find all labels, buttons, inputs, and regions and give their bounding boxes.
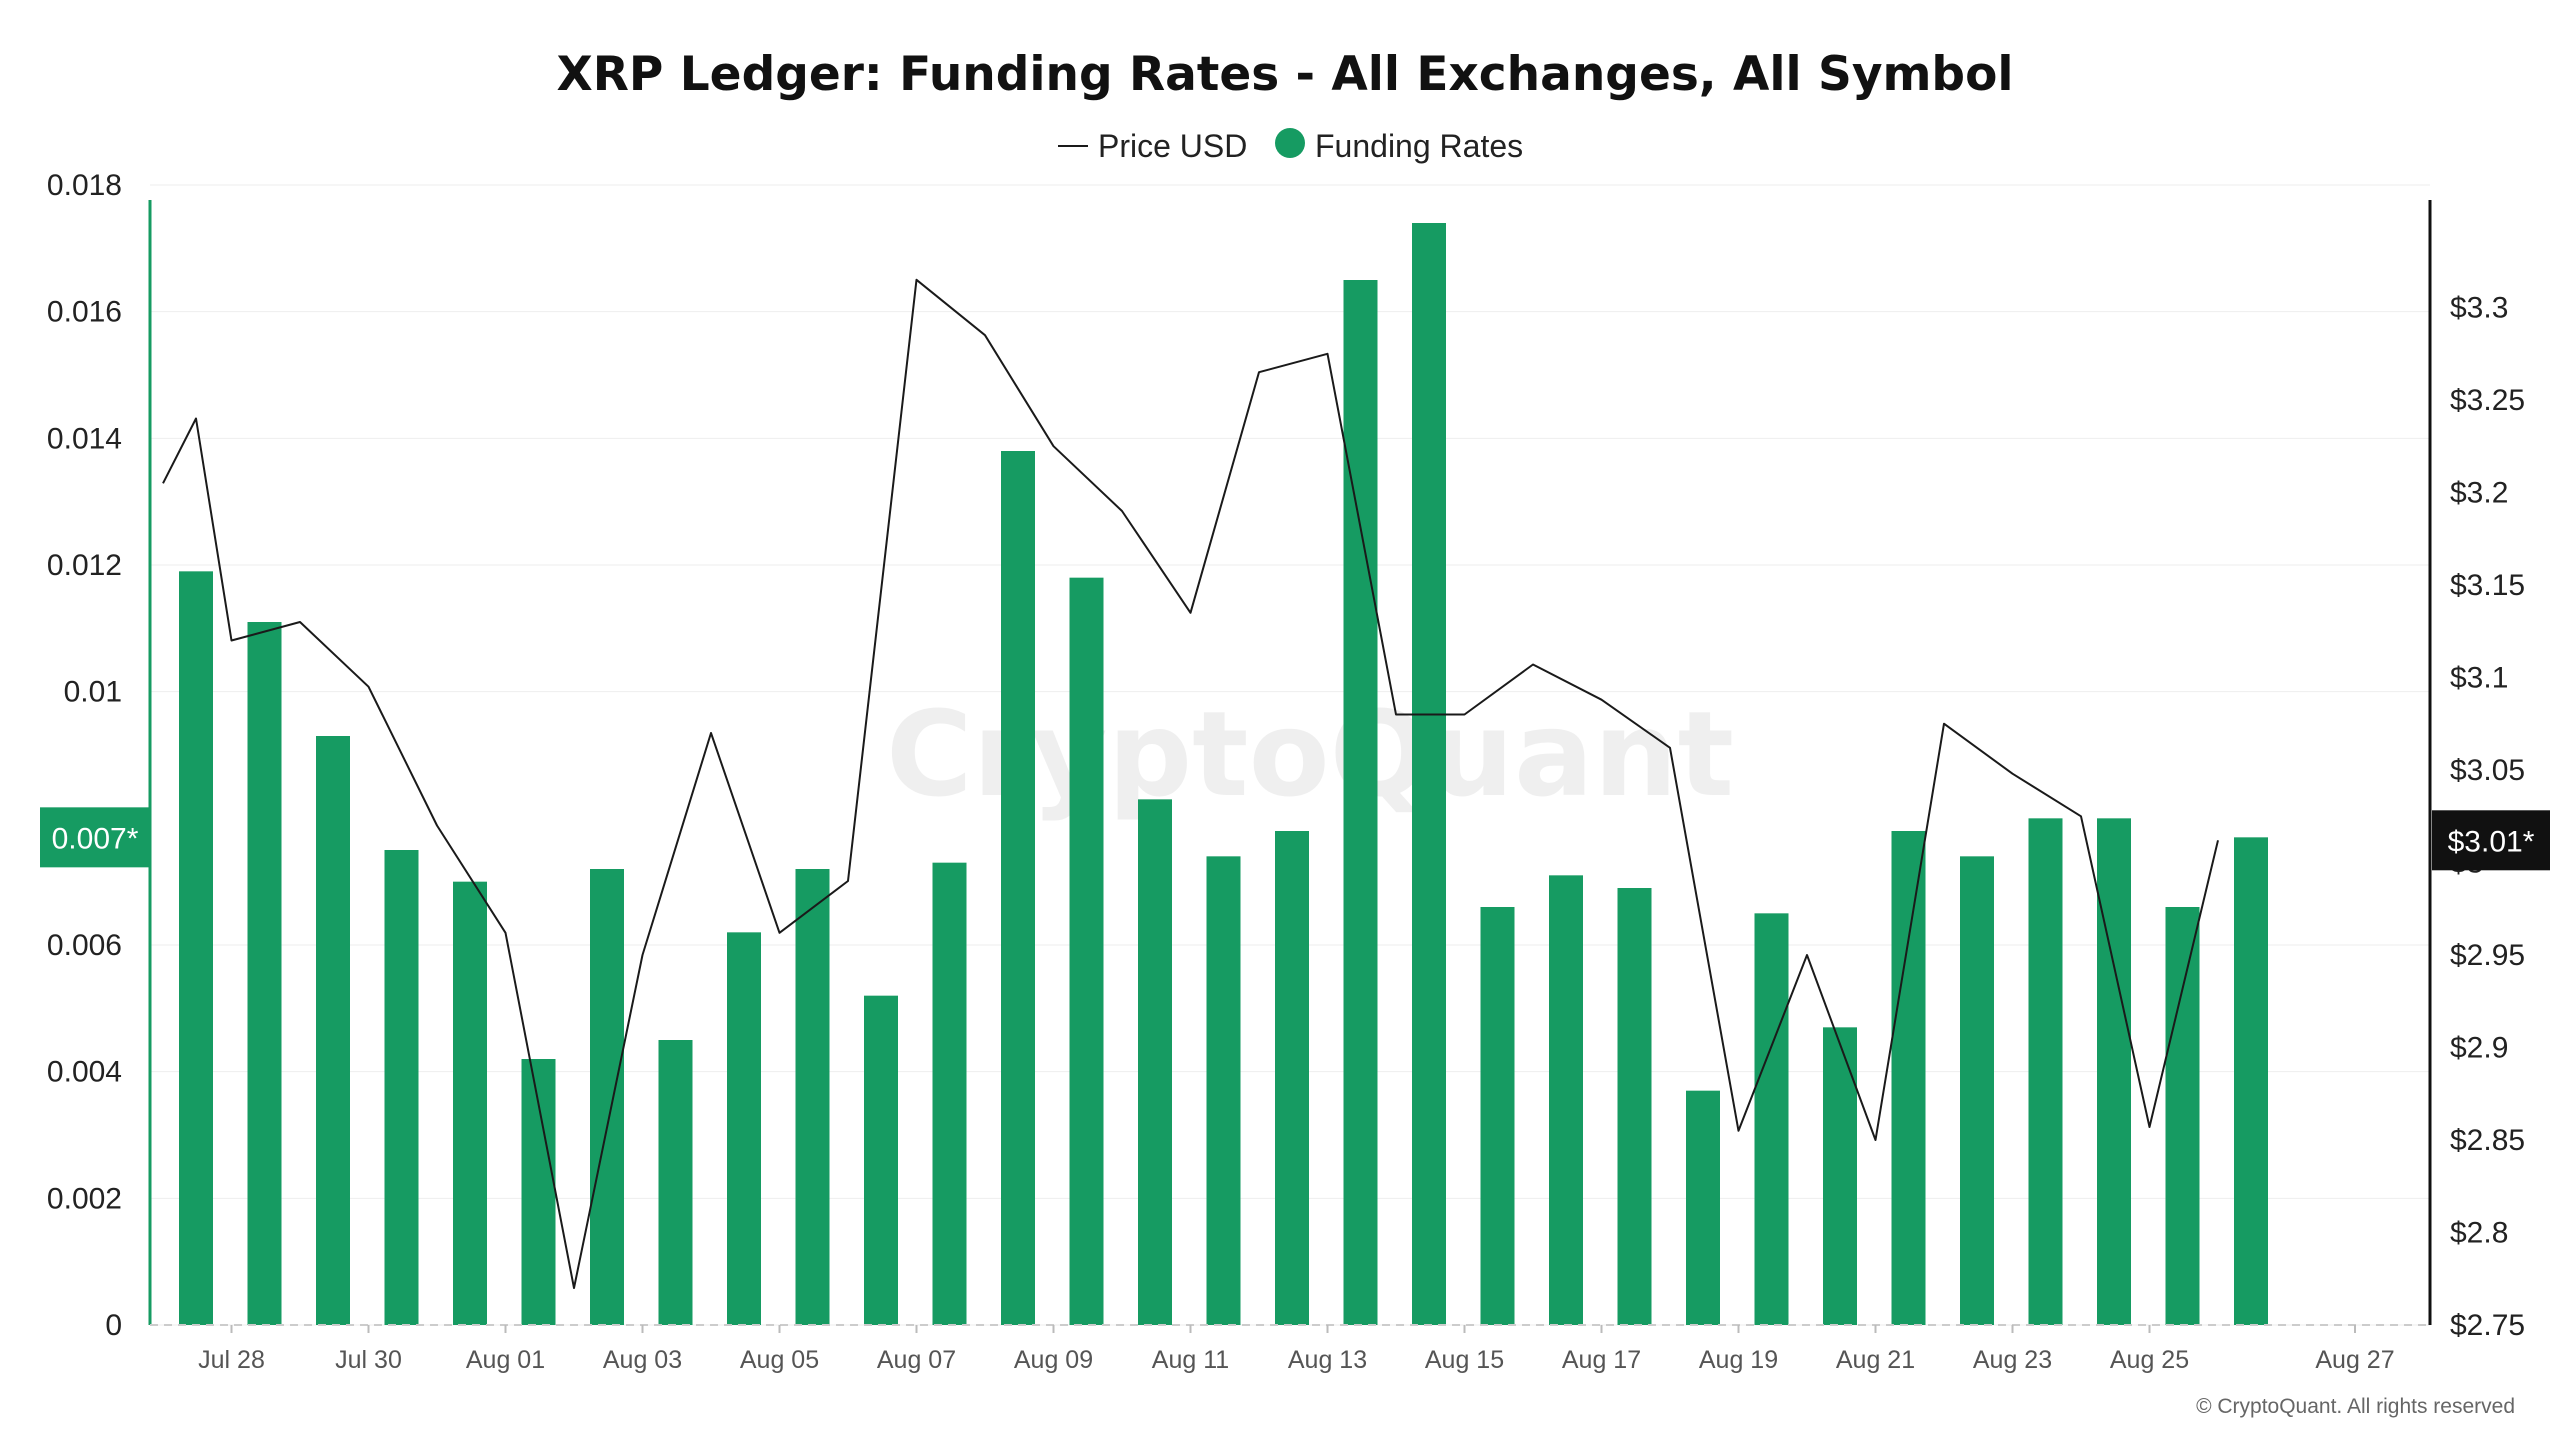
x-axis-tick-label: Jul 30 xyxy=(335,1346,402,1374)
x-axis-tick-label: Aug 27 xyxy=(2315,1346,2394,1374)
x-axis-tick-label: Jul 28 xyxy=(198,1346,265,1374)
right-current-badge-label: $3.01* xyxy=(2448,825,2535,858)
funding-rate-bar[interactable] xyxy=(2165,907,2200,1325)
funding-rate-bar[interactable] xyxy=(1343,280,1378,1325)
funding-rate-bars xyxy=(179,223,2268,1325)
funding-rate-bar[interactable] xyxy=(1001,451,1035,1325)
funding-rate-bar[interactable] xyxy=(2097,818,2131,1325)
right-axis-tick-label: $3.1 xyxy=(2450,662,2508,695)
funding-rate-bar[interactable] xyxy=(795,869,830,1325)
funding-rate-bar[interactable] xyxy=(1069,577,1104,1325)
x-axis-tick-label: Aug 23 xyxy=(1973,1346,2052,1374)
x-axis-tick-label: Aug 21 xyxy=(1836,1346,1915,1374)
x-axis-tick-label: Aug 11 xyxy=(1152,1346,1229,1374)
funding-rate-bar[interactable] xyxy=(658,1040,693,1325)
left-current-badge-label: 0.007* xyxy=(52,822,139,855)
copyright-credit: © CryptoQuant. All rights reserved xyxy=(2196,1395,2515,1418)
funding-rate-bar[interactable] xyxy=(316,736,350,1325)
right-axis-tick-label: $2.85 xyxy=(2450,1124,2525,1157)
funding-rate-bar[interactable] xyxy=(247,622,282,1325)
left-axis-tick-label: 0 xyxy=(105,1309,122,1342)
funding-rate-bar[interactable] xyxy=(932,862,967,1325)
x-axis-tick-label: Aug 05 xyxy=(740,1346,819,1374)
funding-rate-bar[interactable] xyxy=(1480,907,1515,1325)
x-axis-tick-label: Aug 25 xyxy=(2110,1346,2189,1374)
price-line xyxy=(162,278,2219,1289)
left-current-badge: 0.007* xyxy=(40,807,150,868)
chart-title: XRP Ledger: Funding Rates - All Exchange… xyxy=(557,47,2014,102)
funding-rate-bar[interactable] xyxy=(1275,831,1309,1325)
left-axis-tick-label: 0.018 xyxy=(47,169,122,202)
x-axis-tick-label: Aug 03 xyxy=(603,1346,682,1374)
funding-rate-bar[interactable] xyxy=(1891,831,1926,1325)
right-axis-tick-label: $2.95 xyxy=(2450,939,2525,972)
funding-rate-bar[interactable] xyxy=(384,850,419,1325)
right-axis-tick-label: $3.05 xyxy=(2450,754,2525,787)
funding-rate-bar[interactable] xyxy=(590,869,624,1325)
funding-rate-bar[interactable] xyxy=(1138,799,1172,1325)
right-axis-tick-label: $2.9 xyxy=(2450,1032,2508,1065)
funding-rate-bar[interactable] xyxy=(1206,856,1241,1325)
left-current-badge-bg xyxy=(40,807,150,868)
funding-rate-bar[interactable] xyxy=(1549,875,1583,1325)
left-axis-tick-label: 0.004 xyxy=(47,1056,122,1089)
funding-rate-bar[interactable] xyxy=(1823,1027,1857,1325)
funding-rate-bar[interactable] xyxy=(727,932,761,1325)
right-axis-tick-label: $2.8 xyxy=(2450,1217,2508,1250)
right-axis-tick-label: $2.75 xyxy=(2450,1309,2525,1342)
right-current-badge: $3.01* xyxy=(2432,810,2550,871)
funding-rate-bar[interactable] xyxy=(1412,223,1446,1325)
funding-rate-bar[interactable] xyxy=(1754,913,1789,1325)
legend-price-label[interactable]: Price USD xyxy=(1098,128,1247,164)
right-current-badge-bg xyxy=(2432,810,2550,871)
x-axis-tick-label: Aug 01 xyxy=(466,1346,545,1374)
funding-rate-bar[interactable] xyxy=(1686,1090,1720,1325)
right-axis-tick-label: $3.2 xyxy=(2450,477,2508,510)
left-axis-tick-label: 0.012 xyxy=(47,549,122,582)
x-axis-tick-label: Aug 07 xyxy=(877,1346,956,1374)
right-axis-tick-label: $3.15 xyxy=(2450,569,2525,602)
funding-rate-bar[interactable] xyxy=(1960,856,1994,1325)
right-axis-tick-label: $3.3 xyxy=(2450,292,2508,325)
funding-rate-bar[interactable] xyxy=(2028,818,2063,1325)
funding-rate-bar[interactable] xyxy=(179,571,213,1325)
legend-funding-label[interactable]: Funding Rates xyxy=(1315,128,1523,164)
funding-rate-bar[interactable] xyxy=(2234,837,2268,1325)
left-axis-tick-label: 0.014 xyxy=(47,422,122,455)
left-axis-tick-label: 0.002 xyxy=(47,1182,122,1215)
x-axis-tick-label: Aug 09 xyxy=(1014,1346,1093,1374)
legend-funding-swatch xyxy=(1275,128,1305,158)
legend[interactable]: Price USD Funding Rates xyxy=(1058,128,1523,164)
funding-rate-bar[interactable] xyxy=(864,995,898,1325)
right-axis-ticks: $2.75$2.8$2.85$2.9$2.95$3$3.05$3.1$3.15$… xyxy=(2450,292,2525,1343)
left-axis-tick-label: 0.006 xyxy=(47,929,122,962)
x-axis-ticks: Jul 28 Jul 30 Aug 01 Aug 03 Aug 05 Aug 07 Aug … xyxy=(198,1325,2395,1374)
x-axis-tick-label: Aug 19 xyxy=(1699,1346,1778,1374)
x-axis-tick-label: Aug 15 xyxy=(1425,1346,1504,1374)
x-axis-tick-label: Aug 13 xyxy=(1288,1346,1367,1374)
x-axis-tick-label: Aug 17 xyxy=(1562,1346,1641,1374)
left-axis-tick-label: 0.016 xyxy=(47,296,122,329)
funding-rate-bar[interactable] xyxy=(453,881,487,1325)
left-axis-tick-label: 0.01 xyxy=(64,676,122,709)
right-axis-tick-label: $3.25 xyxy=(2450,384,2525,417)
left-axis-ticks: 0 0.002 0.004 0.006 0.01 0.012 0.014 0.016 0.018 xyxy=(47,169,122,1342)
funding-rate-bar[interactable] xyxy=(1617,888,1652,1325)
